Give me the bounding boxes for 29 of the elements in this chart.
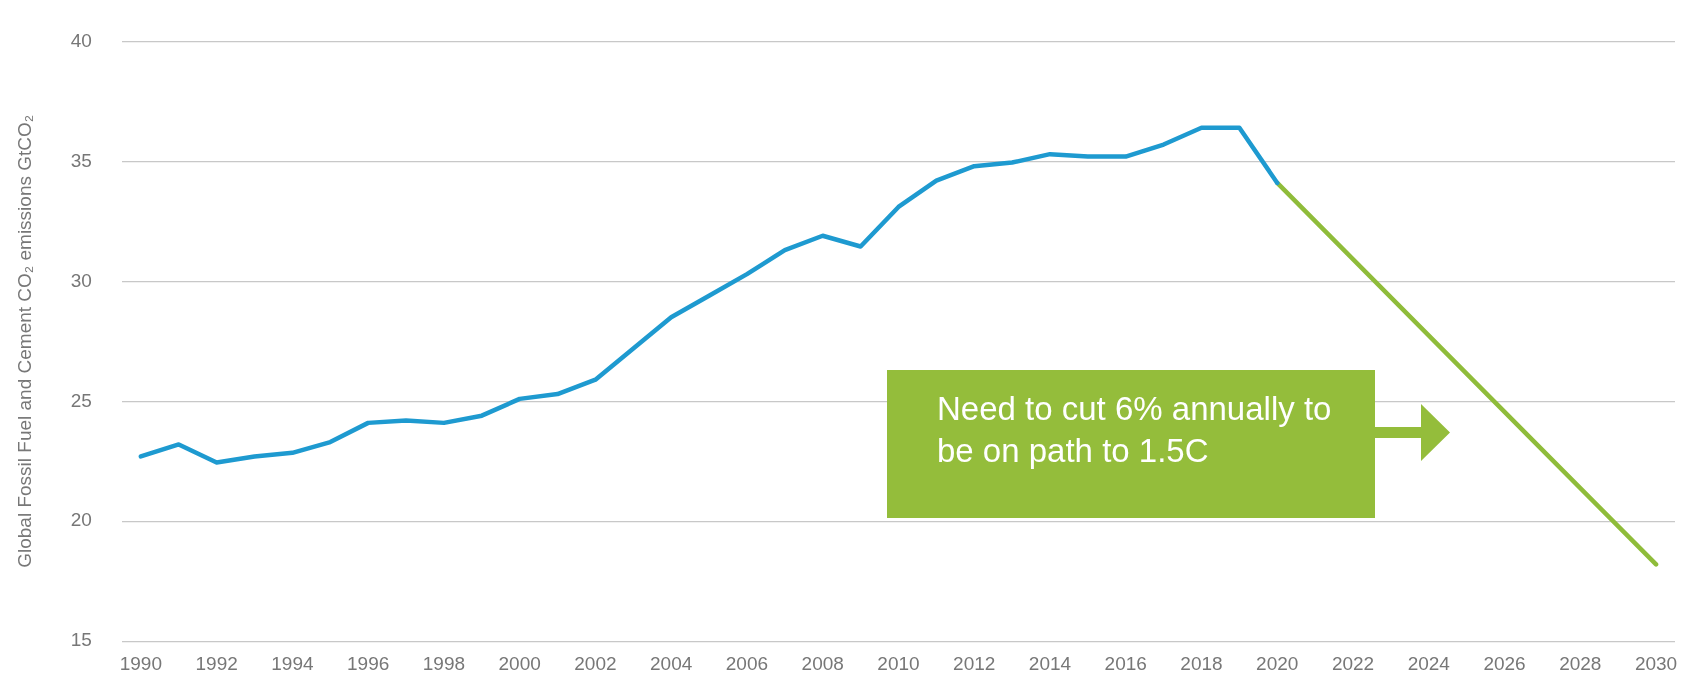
x-tick-label: 2030 (1634, 652, 1678, 674)
x-tick-label: 1996 (347, 652, 390, 674)
y-tick-label: 20 (70, 509, 92, 531)
y-tick-label: 25 (70, 389, 92, 411)
x-tick-label: 1994 (271, 652, 314, 674)
y-tick-label: 15 (70, 629, 92, 651)
x-tick-label: 2012 (953, 652, 996, 674)
x-tick-label: 1998 (422, 652, 466, 674)
x-tick-label: 2018 (1180, 652, 1223, 674)
x-tick-label: 2028 (1559, 652, 1602, 674)
x-tick-label: 2000 (498, 652, 541, 674)
x-tick-label: 2014 (1028, 652, 1072, 674)
x-tick-label: 2004 (650, 652, 693, 674)
x-tick-label: 2026 (1483, 652, 1526, 674)
x-tick-label: 2024 (1407, 652, 1451, 674)
x-tick-label: 2022 (1331, 652, 1375, 674)
y-tick-label: 40 (70, 29, 92, 51)
x-tick-label: 2008 (801, 652, 844, 674)
x-tick-label: 2016 (1104, 652, 1147, 674)
y-axis-title: Global Fossil Fuel and Cement CO₂ emissions GtCO₂ (13, 114, 35, 568)
annotation: Need to cut 6% annually to be on path to 1.5C (887, 370, 1375, 518)
x-tick-label: 2010 (877, 652, 920, 674)
y-tick-label: 35 (70, 149, 92, 171)
x-tick-label: 1990 (119, 652, 163, 674)
x-tick-label: 1992 (195, 652, 238, 674)
y-tick-label: 30 (70, 269, 92, 291)
x-tick-label: 2006 (725, 652, 769, 674)
x-tick-label: 2020 (1256, 652, 1299, 674)
x-tick-label: 2002 (574, 652, 617, 674)
